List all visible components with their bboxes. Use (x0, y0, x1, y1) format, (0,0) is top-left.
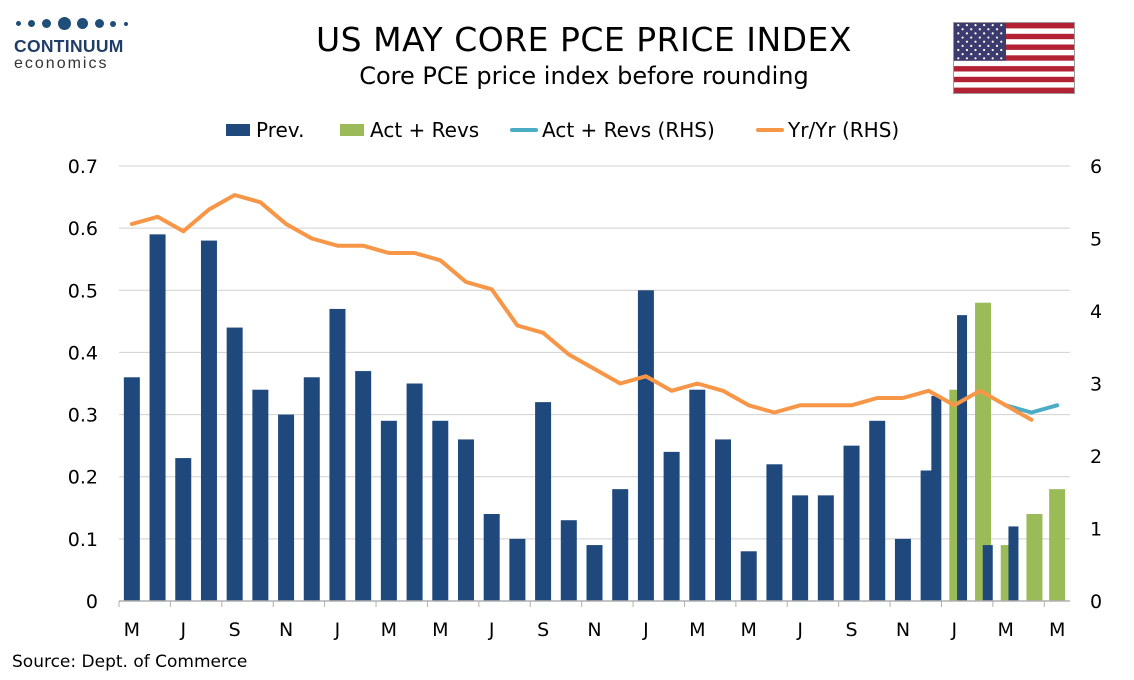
brand-sub: economics (14, 55, 109, 72)
y-left-tick-label: 0.2 (68, 467, 98, 489)
legend-swatch-act (340, 124, 364, 136)
bar-prev (843, 445, 860, 601)
y-left-tick-label: 0.5 (68, 280, 98, 302)
bar-prev (226, 327, 243, 601)
x-tick-label: M (689, 619, 705, 641)
x-tick-label: N (279, 619, 293, 641)
bar-prev (931, 395, 942, 601)
y-right-tick-label: 0 (1090, 591, 1102, 613)
x-tick-label: M (741, 619, 757, 641)
bar-prev (560, 520, 577, 601)
bar-act (975, 302, 992, 601)
bar-prev (483, 514, 500, 601)
brand-name: CONTINUUM (14, 36, 124, 56)
bar-prev (252, 389, 269, 601)
x-tick-label: M (381, 619, 397, 641)
bar-prev (535, 402, 552, 601)
legend-swatch-prev (226, 124, 250, 136)
x-tick-label: S (537, 619, 549, 641)
y-right-tick-label: 2 (1090, 446, 1102, 468)
x-tick-label: M (124, 619, 140, 641)
chart-title: US MAY CORE PCE PRICE INDEX (315, 20, 853, 59)
y-left-tick-label: 0.7 (68, 156, 98, 178)
bar-prev (406, 383, 423, 601)
brand-logo: CONTINUUM economics (14, 14, 144, 73)
bar-act (1049, 489, 1066, 601)
legend-item-act-rhs: Act + Revs (RHS) (510, 118, 715, 142)
bar-prev (123, 377, 140, 601)
bar-prev (957, 315, 968, 601)
line-act-rhs (1003, 403, 1060, 415)
x-tick-label: M (432, 619, 448, 641)
bar-prev (303, 377, 320, 601)
bar-prev (380, 420, 397, 601)
bar-prev (149, 234, 166, 601)
chart-subtitle: Core PCE price index before rounding (359, 62, 809, 90)
x-tick-label: N (587, 619, 601, 641)
bar-prev (1008, 526, 1019, 601)
y-right-tick-label: 4 (1090, 301, 1102, 323)
x-tick-label: J (334, 619, 341, 641)
bar-prev (715, 439, 732, 601)
bar-prev (663, 451, 680, 601)
bar-prev (329, 308, 346, 601)
y-right-tick-label: 6 (1090, 156, 1102, 178)
x-tick-label: J (179, 619, 186, 641)
bar-prev (817, 495, 834, 601)
bar-prev (766, 464, 783, 601)
legend-item-yoy: Yr/Yr (RHS) (756, 118, 899, 142)
x-tick-label: M (1049, 619, 1065, 641)
bar-prev (509, 538, 526, 601)
legend-label-act-rhs: Act + Revs (RHS) (542, 118, 715, 142)
y-right-tick-label: 3 (1090, 374, 1102, 396)
bar-prev (792, 495, 809, 601)
x-tick-label: J (796, 619, 803, 641)
x-tick-label: N (896, 619, 910, 641)
bar-prev (200, 240, 217, 602)
x-tick-label: M (998, 619, 1014, 641)
bar-prev (869, 420, 886, 601)
bar-prev (175, 458, 192, 601)
y-left-tick-label: 0.6 (68, 218, 98, 240)
legend-label-yoy: Yr/Yr (RHS) (788, 118, 900, 142)
legend-swatch-act-rhs (510, 128, 538, 132)
legend-item-act: Act + Revs (340, 118, 479, 142)
bar-prev (432, 420, 449, 601)
x-tick-label: J (642, 619, 649, 641)
y-right-tick-label: 5 (1090, 229, 1102, 251)
bar-prev (586, 545, 603, 601)
legend-item-prev: Prev. (226, 118, 304, 142)
x-tick-label: S (229, 619, 241, 641)
bar-act (1026, 514, 1043, 601)
legend-swatch-yoy (756, 128, 784, 132)
logo-dots-icon (14, 14, 144, 34)
y-left-tick-label: 0.4 (68, 342, 98, 364)
bar-prev (689, 389, 706, 601)
y-left-tick-label: 0.3 (68, 405, 98, 427)
bar-prev (982, 545, 993, 601)
bar-prev (278, 414, 295, 601)
y-left-tick-label: 0 (86, 591, 98, 613)
legend-label-prev: Prev. (256, 118, 305, 142)
bar-prev (612, 489, 629, 601)
y-left-tick-label: 0.1 (68, 529, 98, 551)
bar-prev (355, 371, 372, 601)
bar-prev (457, 439, 474, 601)
y-right-tick-label: 1 (1090, 519, 1102, 541)
x-tick-label: J (951, 619, 958, 641)
bar-prev (637, 290, 654, 601)
us-flag-icon (953, 22, 1075, 94)
bar-prev (740, 551, 757, 601)
x-tick-label: J (488, 619, 495, 641)
source-note: Source: Dept. of Commerce (12, 652, 248, 672)
line-yoy (129, 193, 1034, 422)
bar-prev (894, 538, 911, 601)
x-tick-label: S (845, 619, 857, 641)
legend-label-act: Act + Revs (370, 118, 480, 142)
